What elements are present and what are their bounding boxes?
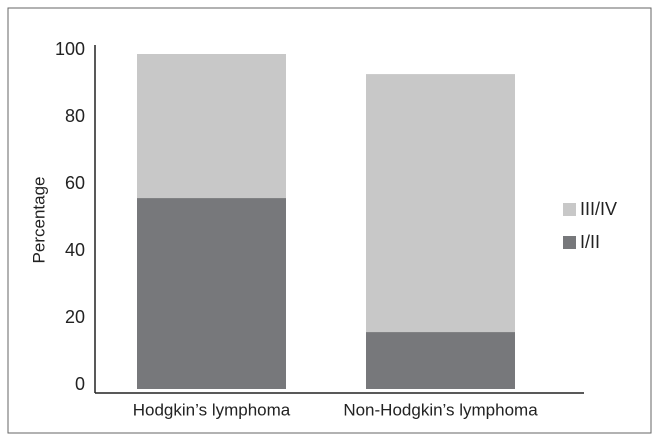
x-tick-label: Hodgkin’s lymphoma xyxy=(133,400,291,419)
bar-segment xyxy=(366,332,515,389)
legend-label: I/II xyxy=(580,232,600,252)
y-tick-label: 40 xyxy=(65,240,85,260)
frame xyxy=(7,7,652,434)
y-tick-label: 80 xyxy=(65,106,85,126)
bar-segment xyxy=(137,198,286,389)
legend-swatch xyxy=(563,203,576,216)
bar-segment xyxy=(137,54,286,199)
x-tick-label: Non-Hodgkin’s lymphoma xyxy=(343,400,538,419)
legend-swatch xyxy=(563,236,576,249)
y-tick-label: 20 xyxy=(65,307,85,327)
legend-label: III/IV xyxy=(580,199,617,219)
y-axis-label: Percentage xyxy=(29,177,48,264)
y-tick-label: 100 xyxy=(55,39,85,59)
y-tick-label: 60 xyxy=(65,173,85,193)
bar-segment xyxy=(366,74,515,333)
y-tick-label: 0 xyxy=(75,374,85,394)
